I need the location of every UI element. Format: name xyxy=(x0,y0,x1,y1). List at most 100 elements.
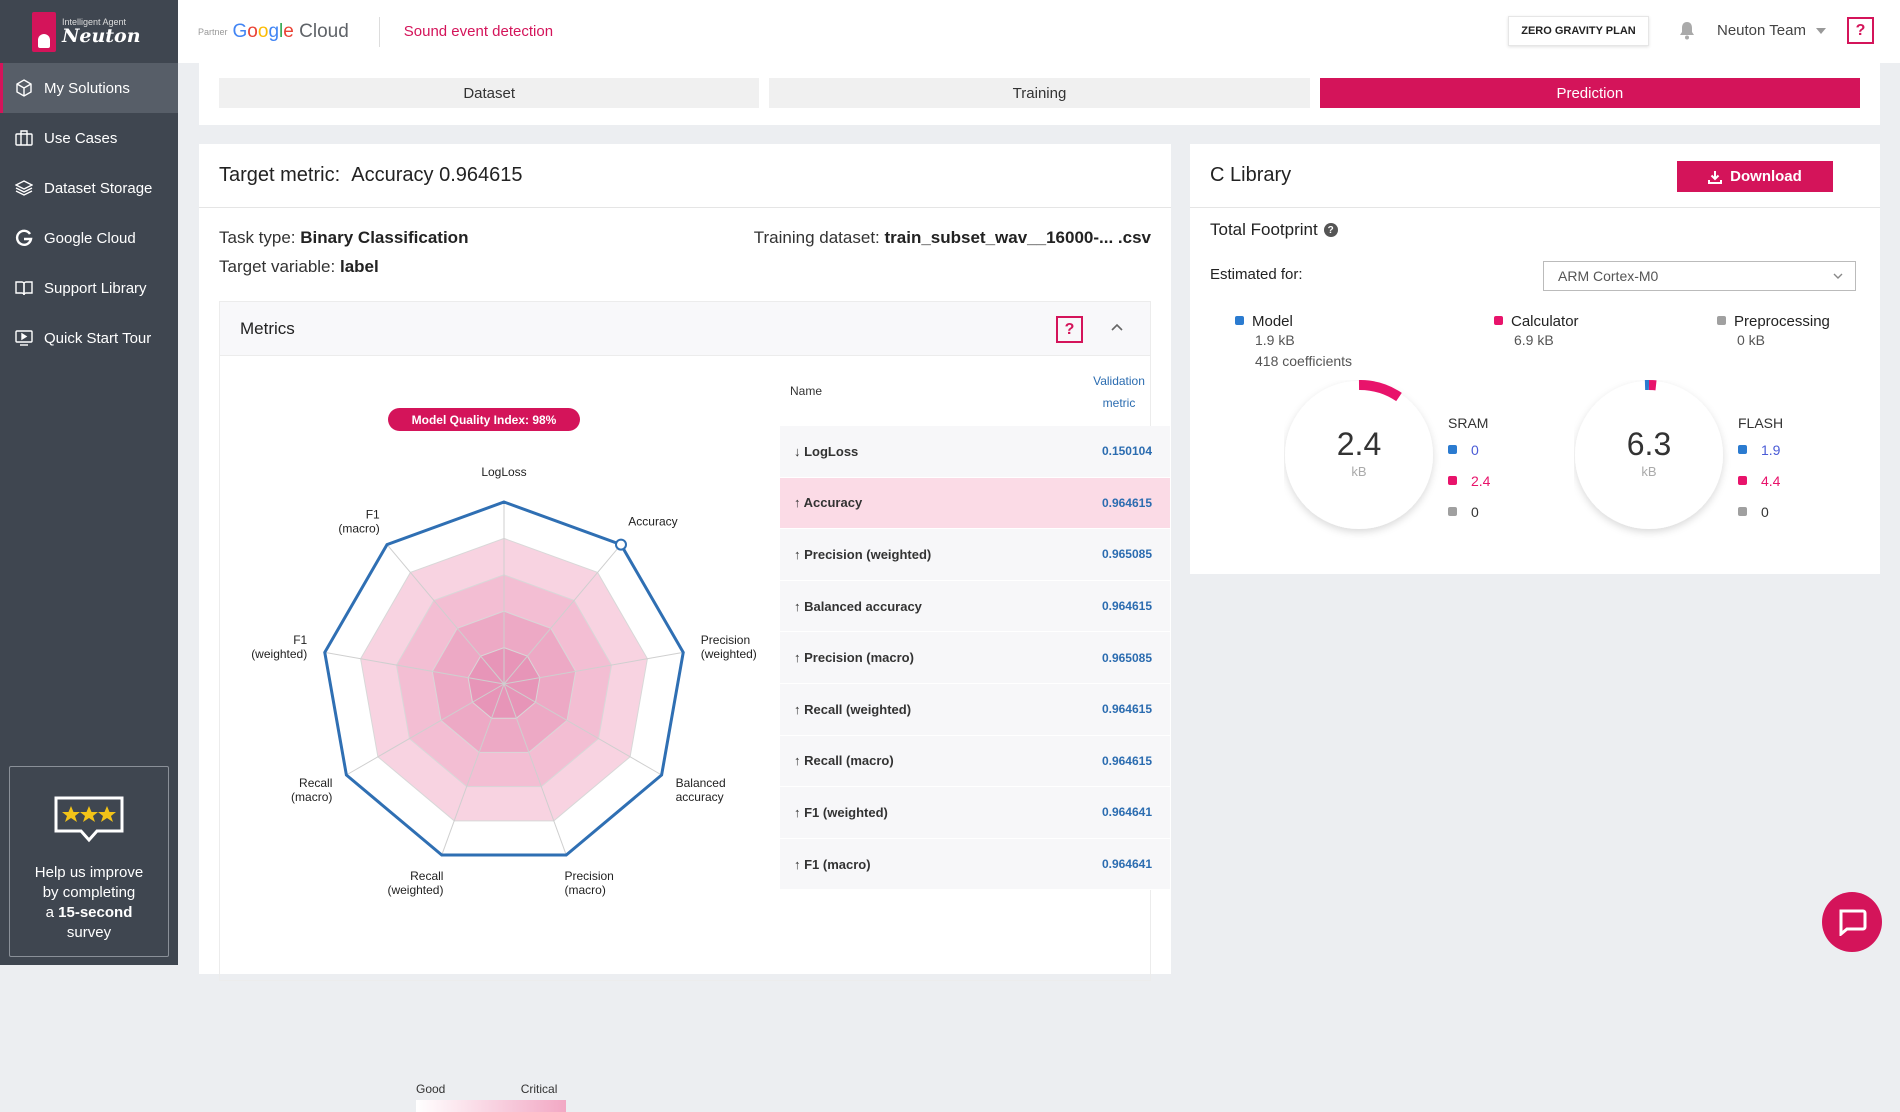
layers-icon xyxy=(14,178,34,198)
sram-breakdown: SRAM 0 2.4 0 xyxy=(1448,415,1490,527)
sidebar-item-support-library[interactable]: Support Library xyxy=(0,263,178,313)
metrics-radar-chart: LogLossAccuracyPrecision(weighted)Balanc… xyxy=(220,356,760,936)
team-selector[interactable]: Neuton Team xyxy=(1717,22,1826,39)
metric-name: ↑ F1 (macro) xyxy=(794,857,871,872)
sidebar-item-label: Dataset Storage xyxy=(44,180,152,197)
survey-line-3b: 15-second xyxy=(58,904,132,921)
cube-icon xyxy=(14,78,34,98)
google-cloud-logo: Google Cloud xyxy=(233,21,349,43)
sidebar-item-label: Use Cases xyxy=(44,130,117,147)
metric-name: ↑ Balanced accuracy xyxy=(794,599,922,614)
legend-model-coefficients: 418 coefficients xyxy=(1235,351,1352,372)
plan-button[interactable]: ZERO GRAVITY PLAN xyxy=(1508,16,1649,46)
flash-calculator: 4.4 xyxy=(1761,473,1780,489)
quality-scale-legend: Good Critical xyxy=(416,1082,566,1112)
legend-preprocessing: Preprocessing 0 kB xyxy=(1717,313,1830,351)
flash-preprocessing: 0 xyxy=(1761,504,1769,520)
legend-calculator: Calculator 6.9 kB xyxy=(1494,313,1579,351)
tab-training[interactable]: Training xyxy=(769,78,1309,108)
metric-name: ↑ Accuracy xyxy=(794,495,862,510)
metric-value: 0.965085 xyxy=(1102,547,1152,561)
neuton-logo[interactable]: Intelligent Agent Neuton xyxy=(0,0,178,63)
legend-model: Model 1.9 kB 418 coefficients xyxy=(1235,313,1352,372)
tab-prediction[interactable]: Prediction xyxy=(1320,78,1860,108)
col-name: Name xyxy=(790,384,822,398)
topbar-divider xyxy=(379,17,380,47)
sidebar-item-label: My Solutions xyxy=(44,80,130,97)
metric-value: 0.964641 xyxy=(1102,857,1152,871)
target-variable-value: label xyxy=(340,257,379,276)
download-button[interactable]: Download xyxy=(1677,161,1833,192)
sidebar-item-dataset-storage[interactable]: Dataset Storage xyxy=(0,163,178,213)
legend-preprocessing-swatch xyxy=(1717,316,1726,325)
bell-icon[interactable] xyxy=(1678,20,1696,40)
neuton-logo-icon xyxy=(32,12,56,52)
table-row: ↑ Balanced accuracy 0.964615 xyxy=(780,581,1170,633)
google-cloud-partner-badge: Partner Google Cloud xyxy=(198,21,349,43)
flash-title: FLASH xyxy=(1738,415,1783,431)
download-icon xyxy=(1708,170,1722,184)
c-library-panel: C Library Download Total Footprint? Esti… xyxy=(1190,144,1880,574)
panel-title: Target metric: Accuracy 0.964615 xyxy=(199,144,1171,208)
metrics-header[interactable]: Metrics ? xyxy=(220,302,1150,356)
sidebar-item-quick-start-tour[interactable]: Quick Start Tour xyxy=(0,313,178,363)
radar-axis-label: Accuracy xyxy=(628,515,677,529)
chevron-up-icon[interactable] xyxy=(1110,320,1124,334)
target-metric-value: Accuracy 0.964615 xyxy=(351,164,522,187)
radar-axis-label: LogLoss xyxy=(481,465,526,479)
metric-name: ↑ Recall (macro) xyxy=(794,753,894,768)
task-type: Task type: Binary Classification xyxy=(219,228,468,248)
rating-stars-icon xyxy=(53,795,125,843)
team-name: Neuton Team xyxy=(1717,22,1806,39)
table-row: ↑ Precision (weighted) 0.965085 xyxy=(780,529,1170,581)
legend-calculator-swatch xyxy=(1494,316,1503,325)
metric-value: 0.964615 xyxy=(1102,599,1152,613)
table-row: ↑ Recall (weighted)0.964615 xyxy=(780,684,1170,736)
target-platform-value: ARM Cortex-M0 xyxy=(1558,268,1658,284)
flash-model: 1.9 xyxy=(1761,442,1780,458)
metric-value: 0.964615 xyxy=(1102,496,1152,510)
quality-scale-bar xyxy=(416,1100,566,1112)
sidebar-item-use-cases[interactable]: Use Cases xyxy=(0,113,178,163)
legend-model-size: 1.9 kB xyxy=(1235,330,1352,351)
legend-model-swatch xyxy=(1235,316,1244,325)
sram-title: SRAM xyxy=(1448,415,1490,431)
chat-button[interactable] xyxy=(1822,892,1882,952)
table-row: ↑ F1 (weighted)0.964641 xyxy=(780,787,1170,839)
flash-gauge: 6.3 kB xyxy=(1574,380,1734,540)
stage-tabs: Dataset Training Prediction xyxy=(199,63,1880,125)
question-circle-icon[interactable]: ? xyxy=(1324,223,1338,237)
metrics-title: Metrics xyxy=(240,319,295,339)
tab-dataset[interactable]: Dataset xyxy=(219,78,759,108)
sidebar-item-my-solutions[interactable]: My Solutions xyxy=(0,63,178,113)
target-variable: Target variable: label xyxy=(219,257,379,277)
project-name-link[interactable]: Sound event detection xyxy=(404,23,553,40)
target-platform-select[interactable]: ARM Cortex-M0 xyxy=(1543,261,1856,291)
metric-value: 0.964615 xyxy=(1102,754,1152,768)
metrics-section: Metrics ? Model Quality Index: 98% LogLo… xyxy=(219,301,1151,981)
help-button[interactable]: ? xyxy=(1847,17,1874,44)
sram-value: 2.4 xyxy=(1284,426,1434,463)
metric-name: ↑ Recall (weighted) xyxy=(794,702,911,717)
flash-breakdown: FLASH 1.9 4.4 0 xyxy=(1738,415,1783,527)
book-icon xyxy=(14,278,34,298)
table-row: ↑ Recall (macro) 0.964615 xyxy=(780,736,1170,788)
legend-calculator-size: 6.9 kB xyxy=(1494,330,1579,351)
radar-axis-label: Recall(macro) xyxy=(291,776,332,804)
training-dataset: Training dataset: train_subset_wav__1600… xyxy=(754,228,1151,248)
scale-good: Good xyxy=(416,1082,445,1096)
total-footprint: Total Footprint? xyxy=(1210,220,1338,240)
survey-line-3a: a xyxy=(46,904,59,921)
metrics-help-button[interactable]: ? xyxy=(1056,316,1083,343)
radar-point xyxy=(616,540,626,550)
metric-name: ↑ Precision (weighted) xyxy=(794,547,931,562)
radar-axis-label: Recall(weighted) xyxy=(387,869,443,897)
radar-axis-label: F1(macro) xyxy=(338,508,380,536)
chat-bubble-icon xyxy=(1837,908,1867,936)
sidebar-item-google-cloud[interactable]: Google Cloud xyxy=(0,213,178,263)
survey-card[interactable]: Help us improve by completing a 15-secon… xyxy=(9,766,169,957)
survey-line-2: by completing xyxy=(10,883,168,903)
